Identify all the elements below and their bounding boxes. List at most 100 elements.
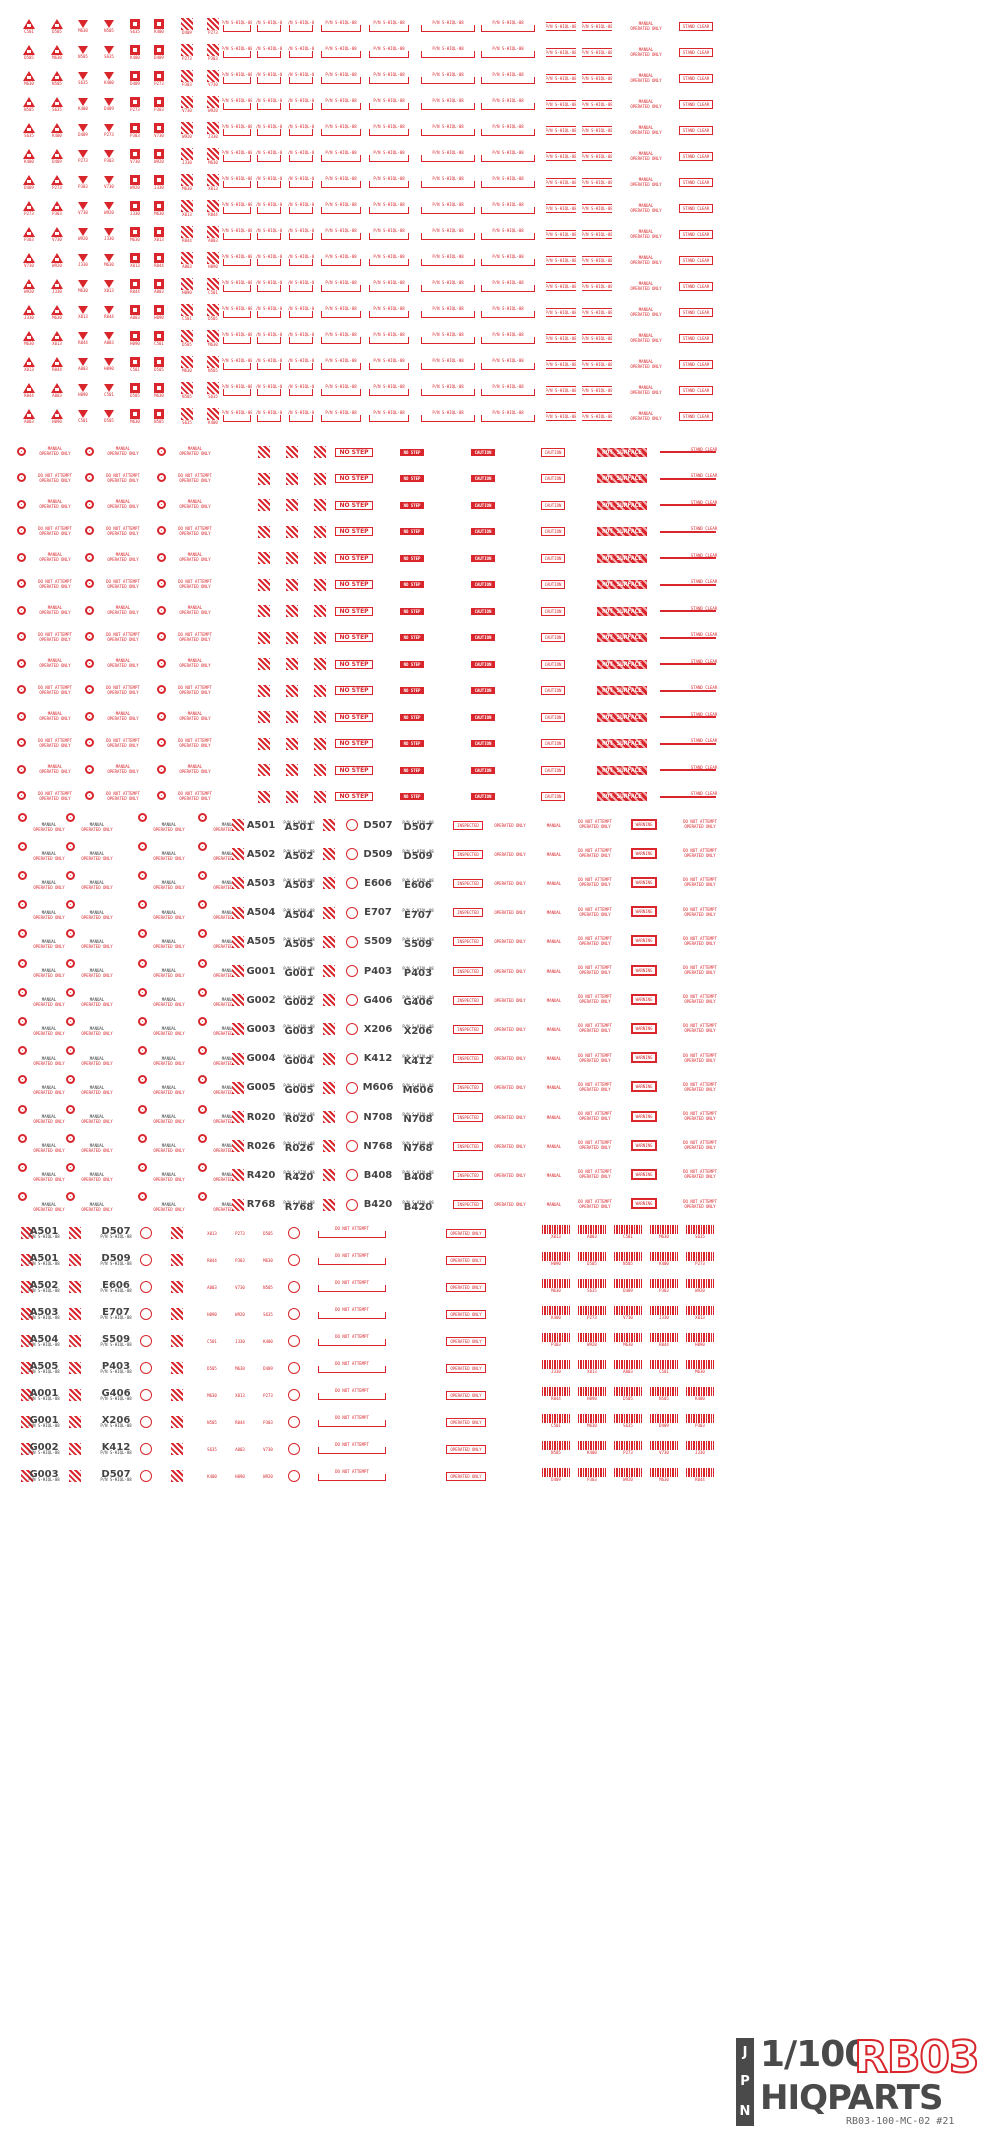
hatch-decal: [170, 1465, 184, 1487]
decal-code: R044: [78, 339, 88, 345]
unit-pn: P/N S-HIQL-08: [100, 1450, 132, 1455]
warning-frame-label: WARNING: [630, 993, 658, 1005]
long-frame-label: OPERATED ONLY: [446, 1255, 486, 1265]
bracket-label-text: P/N S-HIQL-08: [288, 72, 314, 77]
unit-code: A503: [284, 880, 314, 892]
stand-clear-label: STAND CLEAR: [678, 151, 714, 161]
warning-symbol-decal: M630: [174, 170, 200, 194]
barcode-decal: J330: [648, 1303, 680, 1323]
bracket-label-decal: P/N S-HIQL-08: [420, 44, 476, 60]
stand-clear-small-decal: STAND CLEAR: [684, 575, 724, 589]
bracket-label-decal: DO NOT ATTEMPT: [316, 1359, 388, 1375]
hatch-decal: [68, 1411, 82, 1433]
manual-subtitle: OPERATED ONLY: [39, 636, 71, 642]
unit-pn: P/N S-HIQL-08: [402, 1024, 434, 1030]
square-marker-icon: [154, 408, 164, 419]
warning-symbol-decal: P273: [70, 144, 96, 168]
ring-label-code: K400: [263, 1338, 273, 1344]
target-ring-icon: [288, 1470, 300, 1482]
no-step-label: NO STEP: [335, 765, 373, 775]
part-number-decal: P/N S-HIQL-08: [582, 406, 612, 426]
manual-title: MANUAL: [638, 307, 654, 312]
ring-label-code: P303: [235, 1257, 245, 1263]
unit-code: A505: [246, 936, 276, 948]
barcode-code: M630: [659, 1477, 669, 1482]
manual-bracket-decal: MANUAL: [534, 1165, 574, 1185]
manual-title: MANUAL: [41, 1201, 57, 1207]
manual-title: MANUAL: [546, 968, 562, 974]
ring-decal: [136, 1045, 148, 1057]
bracket-frame: [257, 337, 281, 344]
manual-subtitle: OPERATED ONLY: [33, 1206, 65, 1212]
hatch-block-icon: [69, 1470, 81, 1482]
barcode-icon: [614, 1306, 642, 1315]
bracket-frame: [481, 25, 535, 32]
warning-triangle-icon: [23, 278, 35, 289]
bracket-label-decal: DO NOT ATTEMPT: [316, 1467, 388, 1483]
stand-clear-label: STAND CLEAR: [678, 255, 714, 265]
bracket-label-text: P/N S-HIQL-08: [432, 72, 464, 77]
bracket-frame: [421, 181, 475, 188]
no-step-bar-label: NO STEP: [399, 687, 425, 694]
warning-text-decal: DO NOT ATTEMPT OPERATED ONLY: [676, 957, 724, 983]
warning-line: DO NOT ATTEMPT: [578, 1169, 612, 1175]
hatch-decal: [18, 1438, 36, 1460]
unit-code-decal: R020: [246, 1107, 276, 1127]
manual-title: MANUAL: [638, 47, 654, 52]
square-marker-icon: [130, 44, 140, 55]
ring-icon: [137, 1016, 147, 1026]
warning-symbol-decal: J330: [122, 196, 148, 220]
bracket-frame: [289, 363, 313, 370]
caution-bar-decal: CAUTION: [450, 709, 516, 725]
barcode-decal: C501: [648, 1357, 680, 1377]
hatch-decal: [68, 1330, 82, 1352]
square-marker-icon: [154, 70, 164, 81]
warning-symbol-decal: R044: [146, 248, 172, 272]
bracket-label-text: DO NOT ATTEMPT: [335, 1415, 369, 1420]
bracket-label-decal: P/N S-HIQL-08: [480, 226, 536, 242]
bracket-frame: [321, 363, 361, 370]
bracket-label-text: P/N S-HIQL-08: [256, 72, 282, 77]
unit-pn: P/N S-HIQL-08: [402, 1141, 434, 1147]
caution-frame-decal: CAUTION: [520, 524, 586, 540]
manual-decal: MANUAL OPERATED ONLY: [204, 1199, 254, 1215]
hatch-block-icon: [181, 121, 193, 134]
manual-title: MANUAL: [221, 909, 237, 915]
ring-label-code: H090: [207, 1311, 217, 1317]
bracket-label-decal: P/N S-HIQL-08: [222, 122, 252, 138]
inspected-decal: INSPECTED: [450, 990, 486, 1010]
manual-decal: MANUAL OPERATED ONLY: [144, 848, 194, 864]
bracket-label-decal: P/N S-HIQL-08: [320, 382, 362, 398]
red-line-decal: [658, 687, 718, 695]
no-step-bar-decal: NO STEP: [380, 736, 444, 752]
bracket-label-decal: P/N S-HIQL-08: [368, 330, 410, 346]
ring-icon: [137, 958, 147, 968]
manual-title: MANUAL: [546, 880, 562, 886]
decal-code: P303: [52, 210, 62, 216]
bracket-label-text: P/N S-HIQL-08: [288, 46, 314, 51]
hatch-block-icon: [181, 407, 193, 420]
barcode-code: H090: [587, 1396, 597, 1401]
bracket-frame: [321, 155, 361, 162]
barcode-icon: [686, 1360, 714, 1369]
hatch-block-icon: [323, 1140, 335, 1153]
bracket-frame: [421, 363, 475, 370]
bracket-frame: [318, 1312, 386, 1319]
ring-decal: [136, 928, 148, 940]
unit-code: R020: [246, 1111, 276, 1123]
barcode-decal: M630: [540, 1276, 572, 1296]
ring-label-code: D505: [263, 1230, 273, 1236]
ring-icon: [17, 900, 27, 910]
decal-code: H090: [154, 314, 164, 320]
inverted-triangle-icon: [78, 175, 88, 184]
warning-line: DO NOT ATTEMPT: [578, 1052, 612, 1058]
unit-code-pn-decal: A001 P/N S-HIQL-08: [20, 1384, 68, 1408]
square-marker-icon: [154, 122, 164, 133]
manual-subtitle: OPERATED ONLY: [213, 885, 245, 891]
hot-surface-decal: HOT SURFACE: [590, 444, 654, 460]
long-frame-decal: OPERATED ONLY: [410, 1440, 522, 1458]
manual-title: MANUAL: [221, 1026, 237, 1032]
stand-clear-label: STAND CLEAR: [678, 177, 714, 187]
decal-code: N505: [24, 106, 34, 112]
barcode-icon: [650, 1306, 678, 1315]
